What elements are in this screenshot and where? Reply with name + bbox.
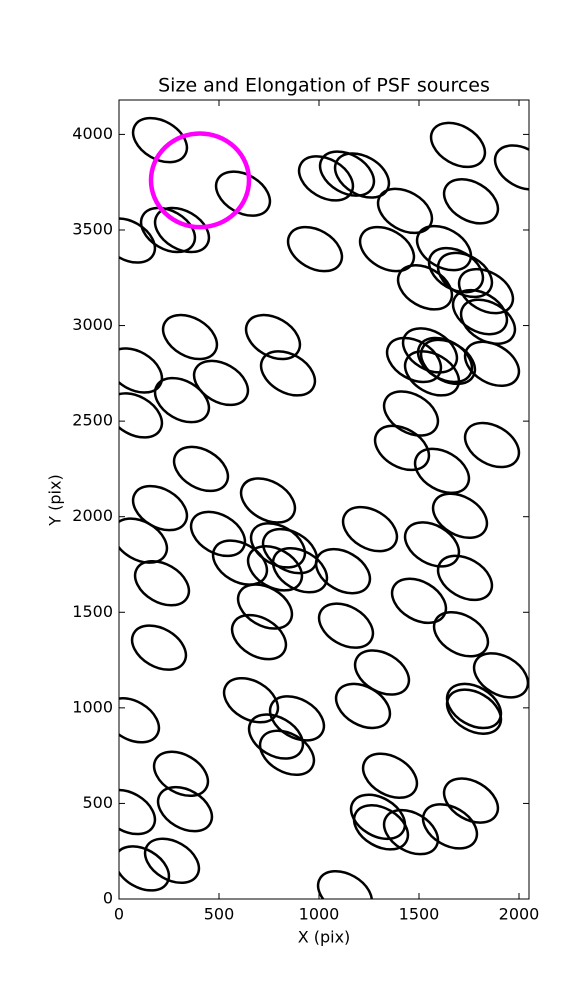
y-tick-label: 0 [103,889,113,908]
psf-ellipse [153,376,211,424]
psf-ellipse [403,521,461,568]
psf-ellipse [396,264,454,311]
x-tick-label: 1000 [299,905,340,924]
psf-ellipse [415,224,473,272]
y-tick-label: 1000 [72,697,113,716]
x-tick-label: 500 [204,905,235,924]
x-tick-label: 0 [114,905,124,924]
psf-ellipse [385,336,443,384]
psf-ellipse [172,445,230,493]
psf-ellipse [119,392,164,439]
psf-ellipse [214,170,272,217]
psf-ellipse [244,313,302,361]
plot-area [119,116,529,899]
psf-ellipse [119,347,164,394]
psf-ellipse [131,116,189,164]
chart-title: Size and Elongation of PSF sources [158,75,490,97]
psf-ellipse [334,682,392,730]
psf-ellipse [358,225,416,273]
y-tick-label: 2000 [72,506,113,525]
psf-ellipse [316,870,374,899]
y-tick-label: 500 [82,793,113,812]
psf-ellipse [297,155,355,202]
psf-ellipse [457,267,515,315]
psf-ellipse [390,577,448,625]
highlight-circle [148,131,252,230]
psf-ellipse [463,340,521,388]
psf-ellipse [317,602,375,649]
y-tick-label: 1500 [72,602,113,621]
psf-ellipse [459,298,517,345]
plot-frame [118,99,530,900]
psf-ellipse [236,583,294,630]
x-tick-label: 2000 [499,905,540,924]
psf-ellipse [436,251,494,299]
psf-ellipse [445,682,503,730]
psf-ellipse [139,206,197,254]
psf-ellipse [349,793,407,841]
psf-ellipse [119,517,169,564]
psf-ellipse [318,150,376,197]
psf-ellipse [451,288,509,336]
psf-ellipse [373,424,431,472]
psf-ellipse [119,217,157,264]
psf-ellipse [130,624,188,671]
psf-ellipse [361,752,419,799]
psf-ellipse [259,350,317,397]
psf-ellipse [421,803,479,850]
psf-ellipse [419,338,477,386]
psf-ellipse [432,611,490,658]
psf-ellipse [333,152,391,199]
psf-ellipse [268,695,326,742]
psf-ellipse [131,484,189,532]
psf-ellipse [230,613,288,661]
psf-ellipse [376,187,434,235]
psf-ellipse [352,804,410,851]
psf-ellipse [314,547,372,595]
psf-ellipse [189,510,247,558]
psf-ellipse [247,713,305,760]
psf-ellipse [258,729,316,777]
psf-ellipse [353,649,411,696]
psf-ellipse [413,447,471,495]
x-axis-label: X (pix) [298,928,351,947]
psf-ellipse [436,554,494,602]
psf-ellipse [382,808,440,856]
psf-ellipse [271,546,329,594]
psf-ellipse [429,121,487,169]
psf-ellipse [133,559,191,607]
psf-ellipse [192,359,250,407]
psf-ellipse [119,788,157,836]
psf-ellipse [161,313,219,361]
psf-ellipse [286,225,344,273]
psf-ellipse [445,688,503,735]
psf-ellipse [341,505,399,553]
psf-ellipse [403,350,461,397]
psf-ellipse [119,697,161,744]
y-tick-label: 4000 [72,124,113,143]
psf-ellipse [239,477,297,524]
psf-ellipse [211,539,269,586]
psf-ellipse [472,652,529,699]
psf-ellipse [152,750,210,798]
x-tick-label: 1500 [399,905,440,924]
psf-ellipse [156,785,214,833]
psf-ellipse [401,327,459,374]
psf-ellipse [153,206,211,254]
psf-ellipse [463,421,521,469]
psf-ellipse [382,390,440,437]
psf-ellipse [119,845,171,892]
y-tick-label: 2500 [72,411,113,430]
psf-ellipse [493,144,529,191]
y-axis-label: Y (pix) [46,474,65,526]
psf-ellipse [431,492,489,540]
y-tick-label: 3000 [72,315,113,334]
psf-ellipse [143,837,201,885]
psf-ellipse [442,777,500,824]
y-tick-label: 3500 [72,219,113,238]
psf-ellipse [442,178,500,225]
